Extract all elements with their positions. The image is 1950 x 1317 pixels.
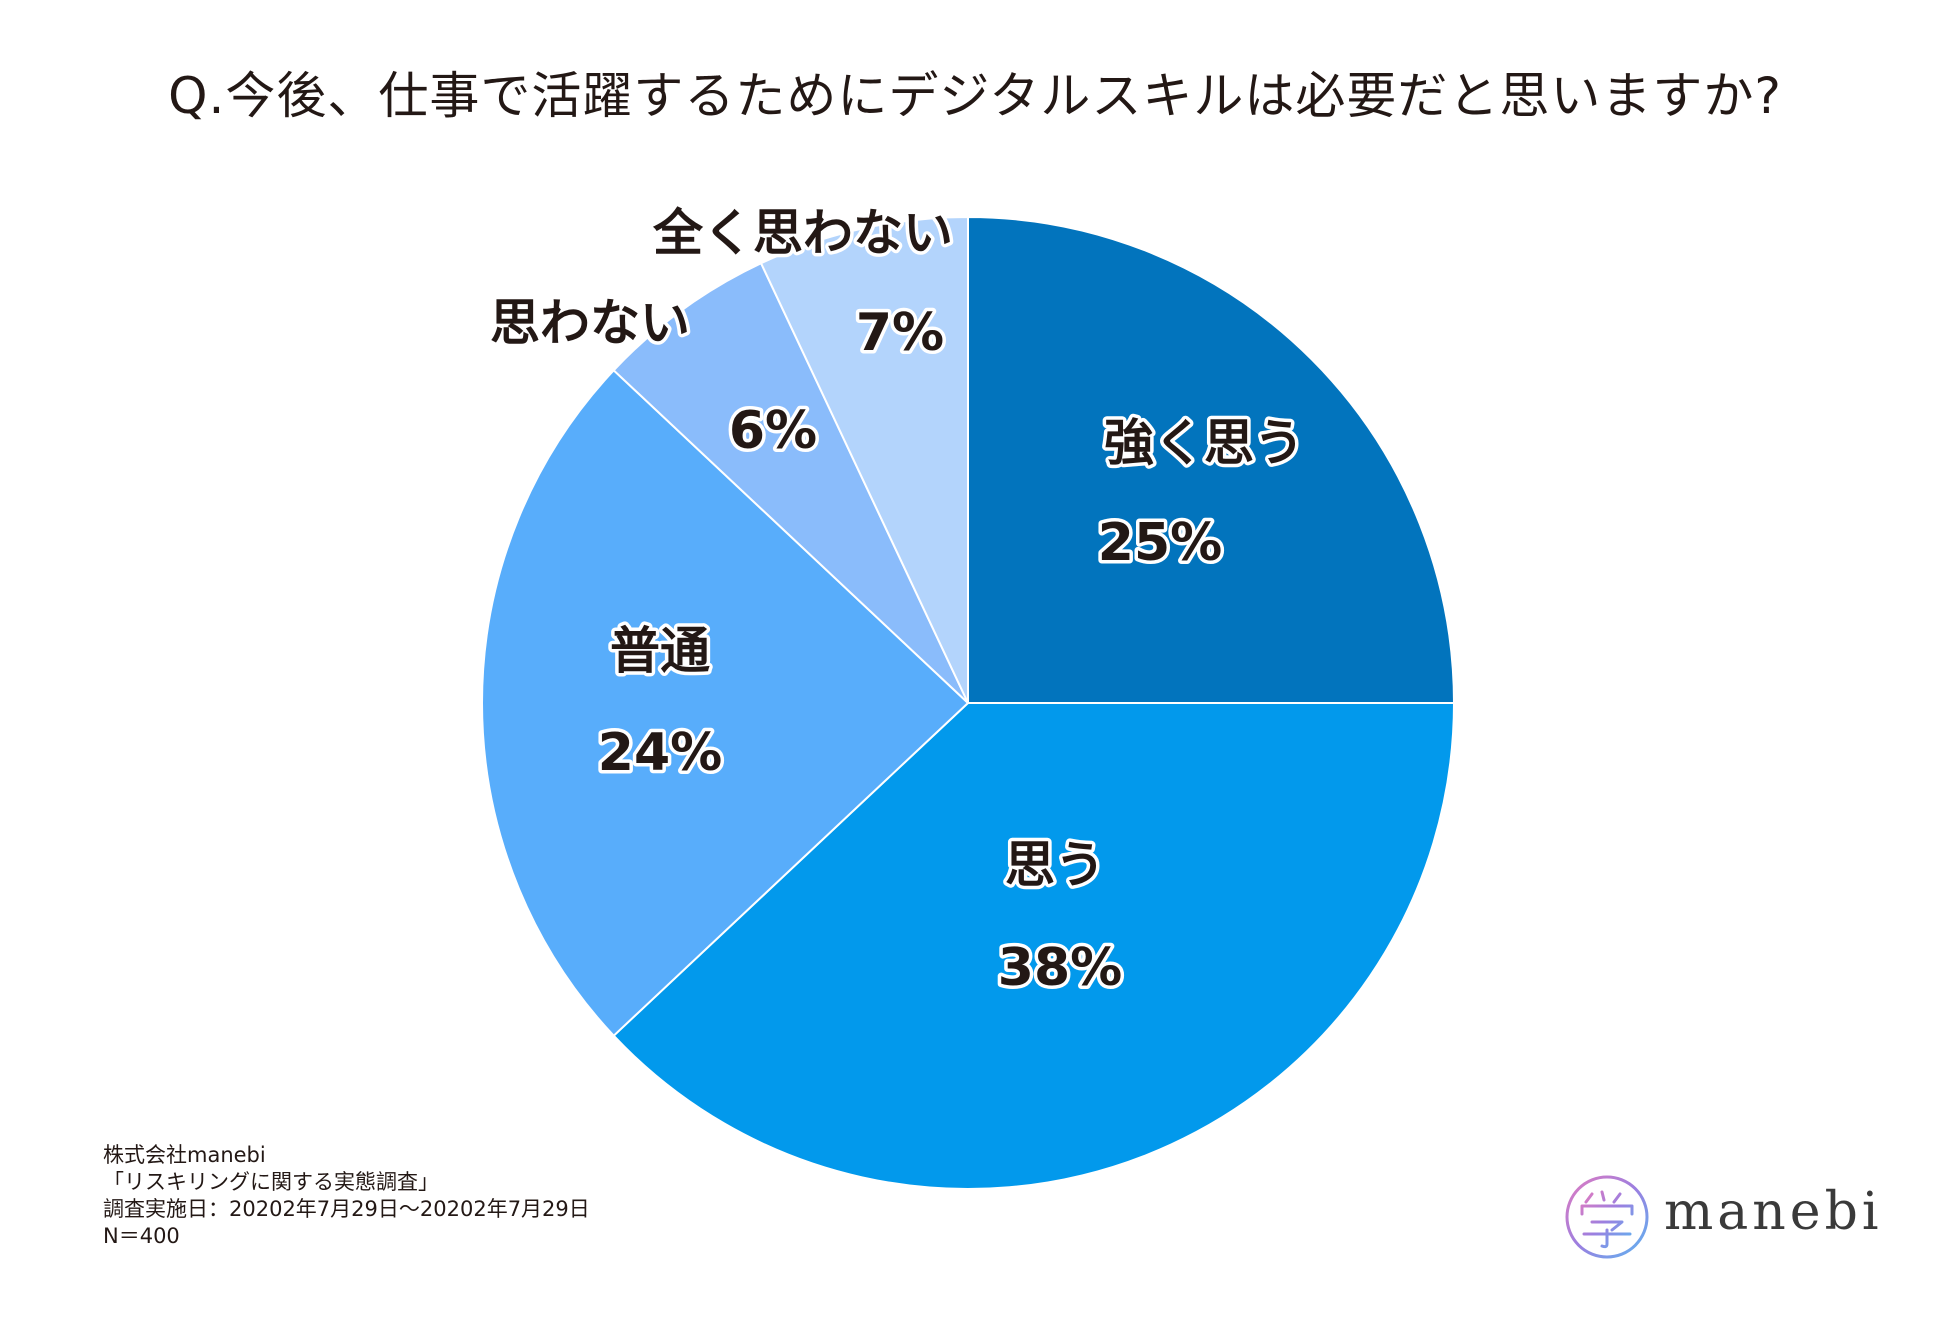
pie-labels: 強く思う 25% 思う 38% 普通 24% 思わない 6% 全く思わない 7% [487,201,1308,1002]
survey-footnote: 株式会社manebi 「リスキリングに関する実態調査」 調査実施日：20202年… [103,1142,590,1250]
slice-label-3: 普通 [610,622,710,680]
pie-slice-4 [612,261,969,704]
pie-slice-2 [612,702,1456,1190]
footnote-sample-size: N＝400 [103,1224,180,1248]
chart-title: Q.今後、仕事で活躍するためにデジタルスキルは必要だと思いますか? [168,67,1782,125]
pie-slices [480,215,1456,1190]
slice-label-1: 強く思う [1104,414,1304,472]
slice-label-2: 思う [1005,836,1105,894]
pie-slice-3 [480,368,970,1038]
slice-value-3: 24% [598,723,722,783]
footnote-company: 株式会社manebi [103,1143,266,1167]
pie-slice-5 [759,215,969,704]
slice-label-5: 全く思わない [652,204,953,262]
slice-value-1: 25% [1098,513,1222,573]
slice-value-2: 38% [998,938,1122,998]
pie-slice-1 [967,215,1456,704]
footnote-survey-period: 調査実施日：20202年7月29日〜20202年7月29日 [103,1197,590,1221]
slice-value-4: 6% [729,401,817,461]
manebi-logo: manebi [1562,1172,1902,1262]
manebi-logo-mark-icon [1565,1175,1649,1259]
slice-label-4: 思わない [490,294,690,352]
manebi-logo-text: manebi [1664,1182,1883,1242]
slice-value-5: 7% [856,303,944,363]
footnote-survey-name: 「リスキリングに関する実態調査」 [103,1170,439,1194]
